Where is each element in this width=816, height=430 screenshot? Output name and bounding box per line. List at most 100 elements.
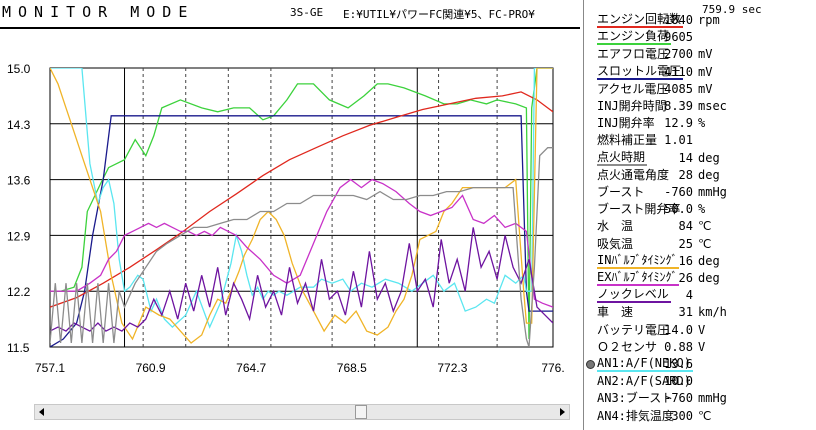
param-row: エアフロ電圧 2700 mV xyxy=(584,46,816,63)
y-tick-label: 12.2 xyxy=(7,285,31,299)
param-label: エアフロ電圧 xyxy=(597,47,670,62)
param-label: バッテリ電圧 xyxy=(597,322,670,337)
param-row: 水 温 84 ℃ xyxy=(584,218,816,235)
param-unit: V xyxy=(698,339,706,354)
y-tick-label: 13.6 xyxy=(7,174,31,188)
series-line-magenta xyxy=(50,178,553,308)
param-value: 4 xyxy=(685,288,693,303)
scroll-thumb[interactable] xyxy=(355,405,367,419)
param-row: 吸気温 25 ℃ xyxy=(584,236,816,253)
x-tick-label: 768.5 xyxy=(337,361,367,375)
param-value: 16 xyxy=(678,253,693,268)
param-row: AN1:A/F(NEKO) 13.6 xyxy=(584,356,816,373)
param-label: スロットル電圧 xyxy=(597,63,684,80)
param-row: 点火時期 14 deg xyxy=(584,150,816,167)
param-row: スロットル電圧 4110 mV xyxy=(584,64,816,81)
param-value: 1840 xyxy=(664,13,693,27)
app-title: MONITOR MODE xyxy=(2,3,195,21)
param-row: EXﾊﾞﾙﾌﾞﾀｲﾐﾝｸﾞ 26 deg xyxy=(584,270,816,287)
param-value: 2700 xyxy=(664,47,693,62)
param-unit: ℃ xyxy=(698,219,712,234)
scroll-left-button[interactable] xyxy=(35,405,49,419)
param-row: 燃料補正量 1.01 xyxy=(584,132,816,149)
param-label: INJ開弁率 xyxy=(597,116,655,131)
x-tick-label: 764.7 xyxy=(236,361,266,375)
param-value: 14.0 xyxy=(664,322,693,337)
elapsed-time: 759.9 sec xyxy=(702,3,762,16)
param-unit: deg xyxy=(698,271,720,285)
param-unit: mmHg xyxy=(698,185,727,199)
param-unit: mmHg xyxy=(698,391,727,406)
y-tick-label: 11.5 xyxy=(7,341,30,355)
param-unit: msec xyxy=(698,99,727,113)
param-label: アクセル電圧 xyxy=(597,81,669,96)
param-value: 26 xyxy=(678,271,693,285)
param-label: AN4:排気温度 xyxy=(597,408,674,423)
param-row: 点火通電角度 28 deg xyxy=(584,167,816,184)
y-tick-label: 15.0 xyxy=(7,62,31,76)
horizontal-scrollbar[interactable] xyxy=(34,404,570,420)
param-unit: mV xyxy=(698,47,713,62)
param-row: INJ開弁時間 8.39 msec xyxy=(584,98,816,115)
title-bar: MONITOR MODE 3S-GE E:¥UTIL¥パワーFC関連¥5、FC-… xyxy=(0,0,580,22)
param-label: ブースト xyxy=(597,185,645,199)
param-label: INJ開弁時間 xyxy=(597,99,667,113)
param-value: 8.39 xyxy=(664,99,693,113)
param-unit: % xyxy=(698,116,706,131)
param-label: 点火通電角度 xyxy=(597,167,670,182)
param-value: 14 xyxy=(678,150,693,165)
param-unit: mV xyxy=(698,64,713,79)
param-label: Ｏ２センサ xyxy=(597,339,658,354)
param-row: アクセル電圧 4085 mV xyxy=(584,81,816,98)
param-value: 50.0 xyxy=(664,202,693,217)
param-row: INJ開弁率 12.9% xyxy=(584,115,816,132)
param-value: 84 xyxy=(678,219,693,234)
series-line-green xyxy=(50,68,553,340)
param-row: AN3:ブースト -760 mmHg xyxy=(584,390,816,407)
param-label: 車 速 xyxy=(597,305,634,320)
param-value: 12.9 xyxy=(664,116,693,131)
param-unit: rpm xyxy=(698,13,720,27)
y-tick-label: 12.9 xyxy=(7,229,31,243)
series-line-cyan xyxy=(50,68,553,329)
param-row: AN2:A/F(SARD) 10.0 xyxy=(584,373,816,390)
y-tick-label: 14.3 xyxy=(7,118,31,132)
param-label: AN3:ブースト xyxy=(597,391,674,406)
param-value: 1.01 xyxy=(664,133,693,148)
param-label: INﾊﾞﾙﾌﾞﾀｲﾐﾝｸﾞ xyxy=(597,252,680,269)
series-line-red xyxy=(50,91,553,308)
file-path-label: E:¥UTIL¥パワーFC関連¥5、FC-PRO¥ xyxy=(343,8,535,21)
arrow-right-icon xyxy=(560,408,565,416)
scroll-right-button[interactable] xyxy=(555,405,569,419)
param-unit: ℃ xyxy=(698,236,712,251)
param-row: エンジン回転数 1840 rpm xyxy=(584,12,816,29)
x-tick-label: 776. xyxy=(541,361,564,375)
monitor-chart-area: 15.0 14.3 13.6 12.9 12.2 11.5 757.1 760.9 764.7 7… xyxy=(0,22,580,380)
param-unit: deg xyxy=(698,150,720,165)
series-line-navy xyxy=(50,115,553,347)
param-unit: km/h xyxy=(698,305,727,320)
x-tick-label: 760.9 xyxy=(136,361,166,375)
param-value: 31 xyxy=(678,305,693,320)
param-label: AN2:A/F(SARD) xyxy=(597,374,691,389)
param-unit: V xyxy=(698,322,706,337)
param-value: 13.6 xyxy=(664,357,693,371)
param-value: 28 xyxy=(678,167,693,182)
param-value: 4110 xyxy=(664,64,693,79)
param-label: ノックレベル xyxy=(597,287,671,304)
param-label: エンジン負荷 xyxy=(597,29,672,46)
param-unit: ℃ xyxy=(698,408,712,423)
series-line-gray xyxy=(50,147,553,347)
car-model-label: 3S-GE xyxy=(290,6,324,19)
param-row: Ｏ２センサ 0.88 V xyxy=(584,339,816,356)
param-row: ノックレベル 4 xyxy=(584,287,816,304)
param-label: EXﾊﾞﾙﾌﾞﾀｲﾐﾝｸﾞ xyxy=(597,270,680,286)
param-row: バッテリ電圧 14.0 V xyxy=(584,322,816,339)
selection-dot-icon[interactable] xyxy=(586,360,595,369)
monitor-chart[interactable]: 15.0 14.3 13.6 12.9 12.2 11.5 757.1 760.9 764.7 7… xyxy=(0,22,580,380)
param-value: 25 xyxy=(678,236,693,251)
param-value: 300 xyxy=(671,408,693,423)
param-label: エンジン回転数 xyxy=(597,12,684,28)
param-row: ブースト開弁率 50.0% xyxy=(584,201,816,218)
param-row: 車 速 31 km/h xyxy=(584,304,816,321)
